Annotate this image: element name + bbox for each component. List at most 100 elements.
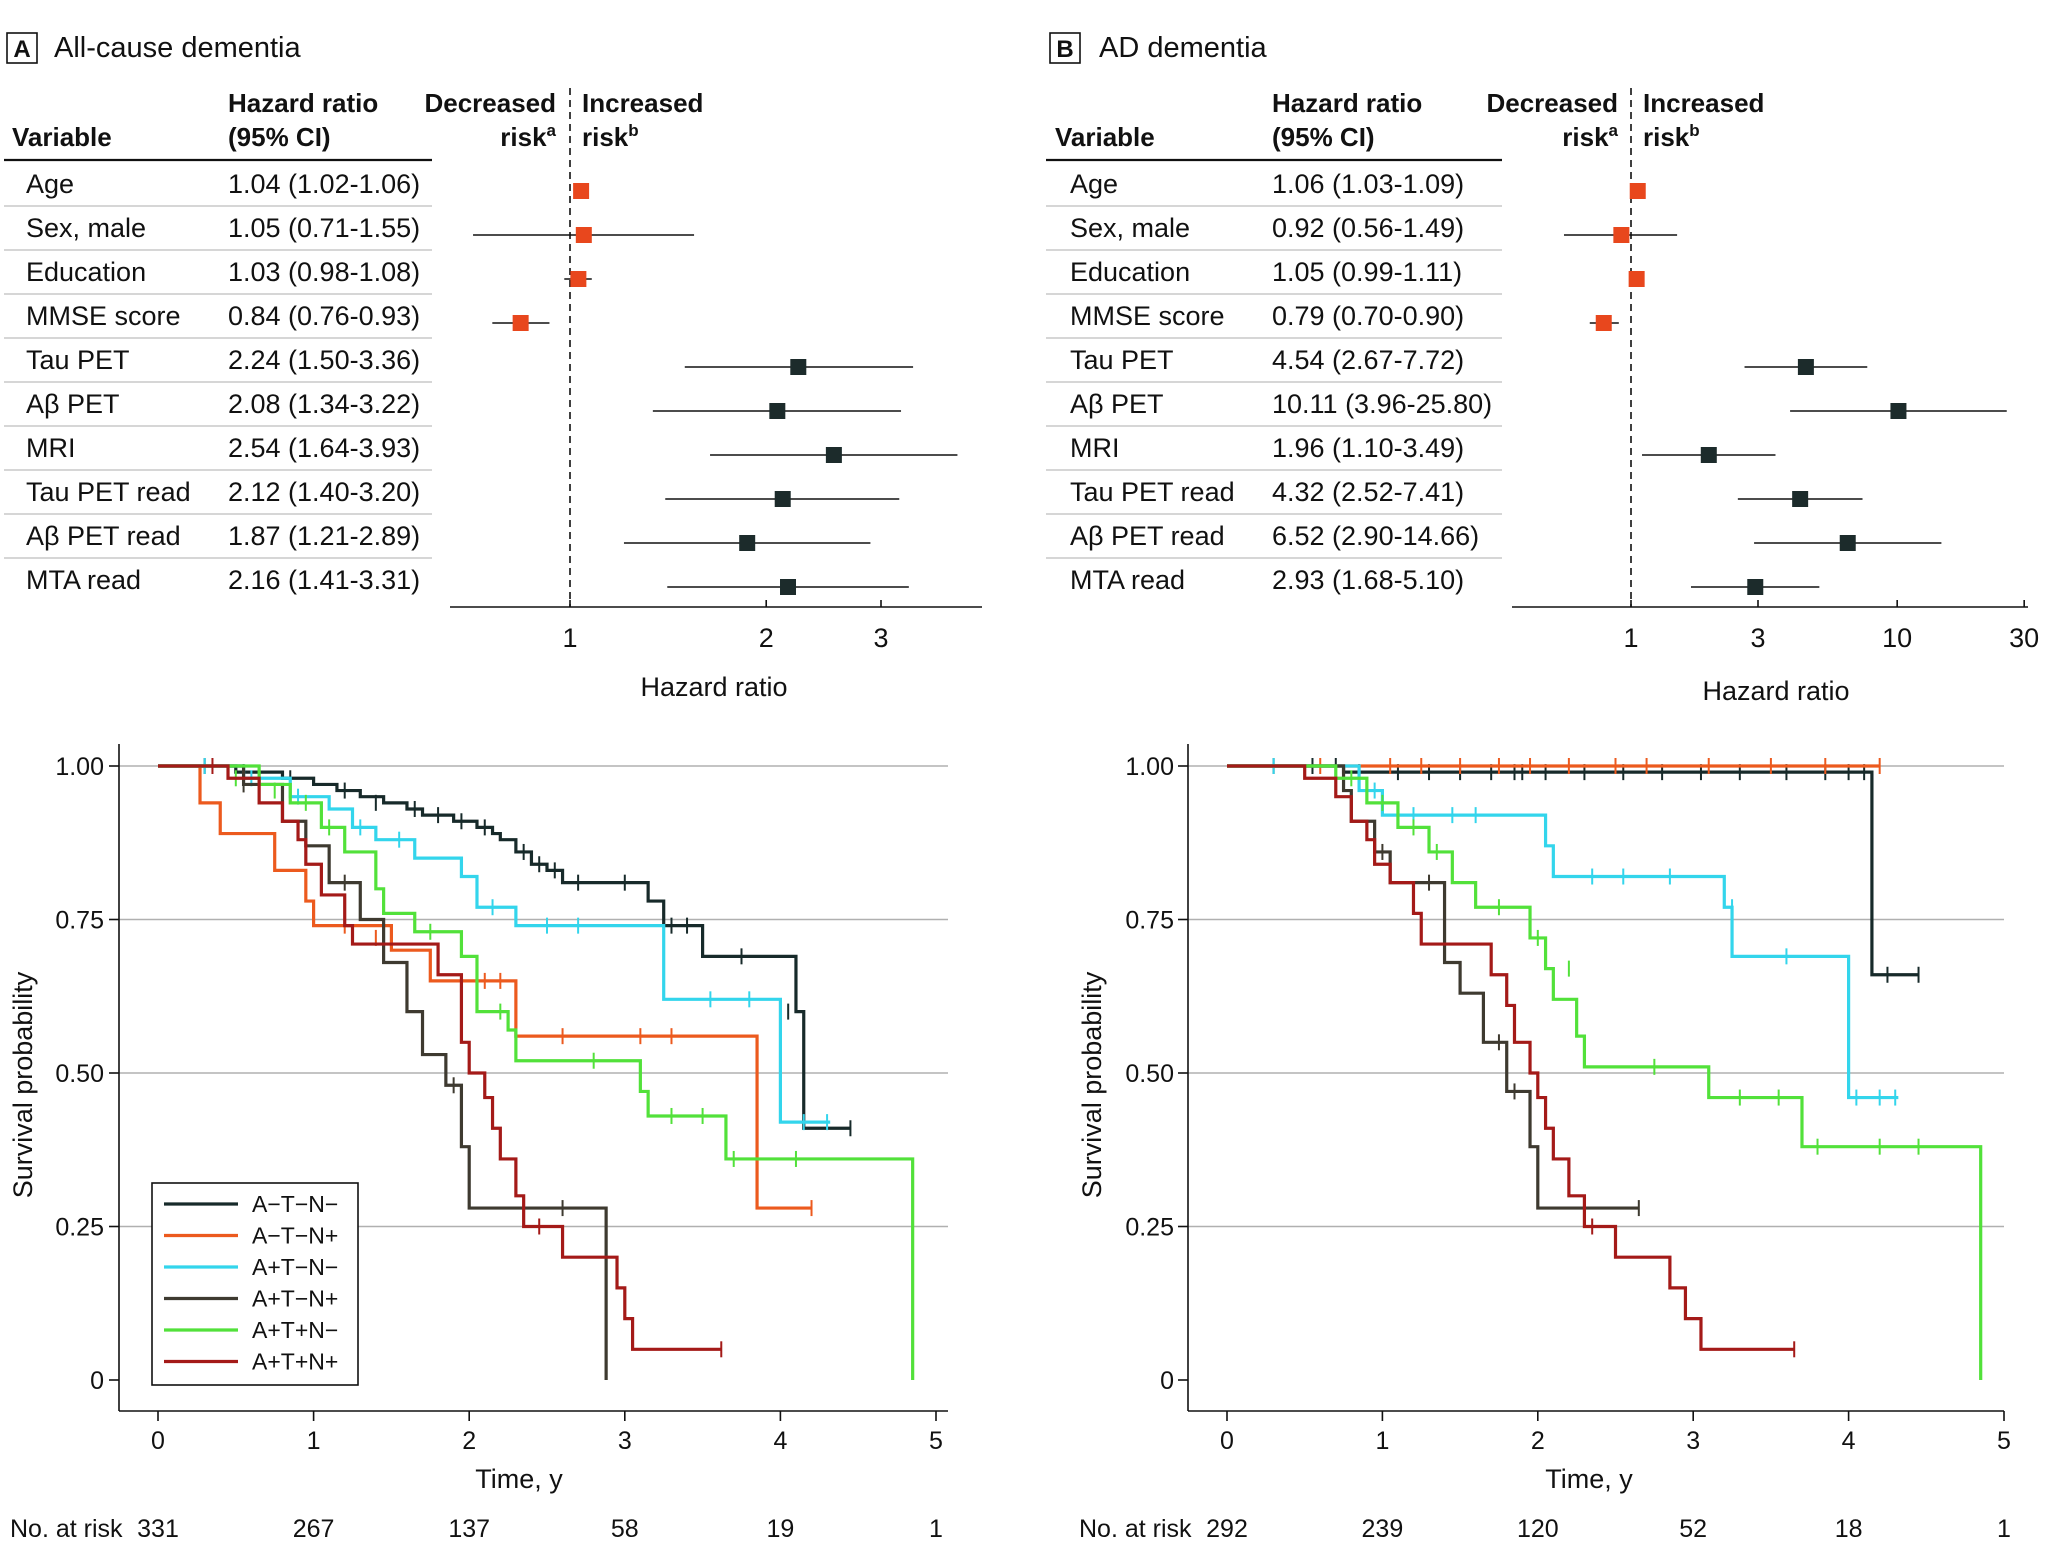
x-tick-label-a: 1 bbox=[562, 623, 577, 653]
y-tick-label-a: 0.50 bbox=[55, 1060, 104, 1088]
km-curve-a+t+n--b bbox=[1227, 764, 1983, 1380]
row-variable-tau-pet-read-b: Tau PET read bbox=[1070, 477, 1235, 507]
legend-label-a+t-n-: A+T−N− bbox=[252, 1254, 338, 1280]
x-tick-label-b: 5 bbox=[1997, 1427, 2011, 1455]
row-hr-a-pet-a: 2.08 (1.34-3.22) bbox=[228, 389, 420, 419]
risk-count-a: 58 bbox=[611, 1515, 639, 1543]
km-grid-b bbox=[1188, 765, 2004, 1228]
row-variable-education-a: Education bbox=[26, 257, 146, 287]
km-chart-a: 0 0.25 0.50 0.75 1.00 0 1 2 3 4 5 Time, y Survival… bbox=[8, 744, 948, 1543]
legend-label-a-t-n+: A−T−N+ bbox=[252, 1223, 338, 1249]
risk-count-b: 52 bbox=[1679, 1515, 1707, 1543]
x-tick-label-a: 1 bbox=[307, 1427, 321, 1455]
point-mta-read-a bbox=[780, 579, 797, 595]
point-a-pet-a bbox=[769, 403, 786, 419]
risk-label-b: No. at risk bbox=[1079, 1515, 1192, 1543]
y-tick-label-a: 1.00 bbox=[55, 753, 104, 781]
row-hr-education-a: 1.03 (0.98-1.08) bbox=[228, 257, 420, 287]
point-age-b bbox=[1629, 183, 1646, 199]
km-curve-a+t-n--b bbox=[1227, 764, 1899, 1100]
header-decreased-b: Decreased bbox=[1486, 88, 1618, 118]
km-x-axis-title-a: Time, y bbox=[475, 1464, 563, 1494]
header-decreased-risk-a: riska bbox=[500, 121, 556, 152]
y-tick-label-a: 0.25 bbox=[55, 1214, 104, 1242]
row-hr-mmse-score-a: 0.84 (0.76-0.93) bbox=[228, 301, 420, 331]
forest-plot-a: 1 2 3 bbox=[450, 88, 982, 653]
point-education-b bbox=[1628, 271, 1645, 287]
y-tick-label-b: 0.75 bbox=[1125, 907, 1174, 935]
row-variable-age-b: Age bbox=[1070, 169, 1118, 199]
row-hr-tau-pet-a: 2.24 (1.50-3.36) bbox=[228, 345, 420, 375]
header-decreased-a: Decreased bbox=[424, 88, 556, 118]
risk-label-a: No. at risk bbox=[10, 1515, 123, 1543]
point-mta-read-b bbox=[1747, 579, 1764, 595]
row-hr-a-pet-read-b: 6.52 (2.90-14.66) bbox=[1272, 521, 1479, 551]
row-variable-tau-pet-a: Tau PET bbox=[26, 345, 130, 375]
forest-plot-b: 1 3 10 30 bbox=[1512, 88, 2039, 653]
header-hr-line1-b: Hazard ratio bbox=[1272, 88, 1422, 118]
row-variable-tau-pet-b: Tau PET bbox=[1070, 345, 1174, 375]
x-tick-label-b: 2 bbox=[1531, 1427, 1545, 1455]
row-variable-age-a: Age bbox=[26, 169, 74, 199]
row-hr-mmse-score-b: 0.79 (0.70-0.90) bbox=[1272, 301, 1464, 331]
km-curve-a-t-n--b bbox=[1227, 764, 1919, 977]
row-hr-mri-b: 1.96 (1.10-3.49) bbox=[1272, 433, 1464, 463]
point-sex-male-a bbox=[575, 227, 592, 243]
x-tick-label-a: 5 bbox=[929, 1427, 943, 1455]
km-curve-a-t-n--a bbox=[158, 764, 851, 1130]
row-variable-mta-read-a: MTA read bbox=[26, 565, 141, 595]
x-tick-label-a: 0 bbox=[151, 1427, 165, 1455]
panel-title-b: AD dementia bbox=[1099, 32, 1268, 64]
point-mmse-score-b bbox=[1595, 315, 1612, 331]
risk-count-b: 239 bbox=[1362, 1515, 1404, 1543]
table-rows-b: Age 1.06 (1.03-1.09) Sex, male 0.92 (0.56-1… bbox=[1046, 169, 1502, 595]
row-hr-tau-pet-b: 4.54 (2.67-7.72) bbox=[1272, 345, 1464, 375]
y-tick-label-b: 0.25 bbox=[1125, 1214, 1174, 1242]
km-curve-a+t+n--a bbox=[158, 764, 915, 1380]
row-variable-a-pet-a: Aβ PET bbox=[26, 389, 120, 419]
y-tick-label-b: 0.50 bbox=[1125, 1060, 1174, 1088]
header-decreased-risk-b: riska bbox=[1562, 121, 1618, 152]
row-variable-mta-read-b: MTA read bbox=[1070, 565, 1185, 595]
km-lines-a bbox=[158, 758, 915, 1380]
legend-label-a+t+n-: A+T+N− bbox=[252, 1317, 338, 1343]
panel-title-a: All-cause dementia bbox=[54, 32, 301, 64]
legend-label-a+t+n+: A+T+N+ bbox=[252, 1349, 338, 1375]
header-increased-risk-a: riskb bbox=[582, 121, 639, 152]
row-variable-education-b: Education bbox=[1070, 257, 1190, 287]
row-variable-a-pet-read-b: Aβ PET read bbox=[1070, 521, 1225, 551]
x-tick-label-b: 10 bbox=[1882, 623, 1912, 653]
km-chart-b: 0 0.25 0.50 0.75 1.00 0 1 2 3 4 5 Time, y Survival… bbox=[1077, 744, 2011, 1543]
point-a-pet-read-b bbox=[1839, 535, 1856, 551]
point-tau-pet-read-a bbox=[774, 491, 791, 507]
row-variable-a-pet-b: Aβ PET bbox=[1070, 389, 1164, 419]
risk-count-b: 120 bbox=[1517, 1515, 1559, 1543]
x-tick-label-a: 3 bbox=[873, 623, 888, 653]
risk-count-a: 19 bbox=[766, 1515, 794, 1543]
y-tick-label-b: 0 bbox=[1160, 1367, 1174, 1395]
row-variable-sex-male-b: Sex, male bbox=[1070, 213, 1190, 243]
legend-box bbox=[151, 1182, 359, 1386]
x-tick-label-a: 4 bbox=[773, 1427, 787, 1455]
row-hr-sex-male-b: 0.92 (0.56-1.49) bbox=[1272, 213, 1464, 243]
header-increased-a: Increased bbox=[582, 88, 703, 118]
panel-letter-b: B bbox=[1056, 36, 1073, 63]
row-hr-a-pet-read-a: 1.87 (1.21-2.89) bbox=[228, 521, 420, 551]
x-tick-label-a: 2 bbox=[759, 623, 774, 653]
panel-letter-box-a bbox=[6, 32, 38, 64]
header-variable-b: Variable bbox=[1055, 122, 1155, 152]
row-hr-tau-pet-read-a: 2.12 (1.40-3.20) bbox=[228, 477, 420, 507]
legend-label-a-t-n-: A−T−N− bbox=[252, 1191, 338, 1217]
row-variable-tau-pet-read-a: Tau PET read bbox=[26, 477, 191, 507]
risk-table-a: 331 267 137 58 19 1 bbox=[137, 1515, 943, 1543]
risk-table-b: 292 239 120 52 18 1 bbox=[1206, 1515, 2011, 1543]
panel-letter-a: A bbox=[13, 36, 30, 63]
x-tick-label-b: 3 bbox=[1750, 623, 1765, 653]
row-hr-mri-a: 2.54 (1.64-3.93) bbox=[228, 433, 420, 463]
row-hr-mta-read-a: 2.16 (1.41-3.31) bbox=[228, 565, 420, 595]
x-tick-label-a: 3 bbox=[618, 1427, 632, 1455]
km-curve-a+t+n+-b bbox=[1227, 764, 1795, 1351]
point-a-pet-read-a bbox=[739, 535, 756, 551]
point-education-a bbox=[570, 271, 587, 287]
